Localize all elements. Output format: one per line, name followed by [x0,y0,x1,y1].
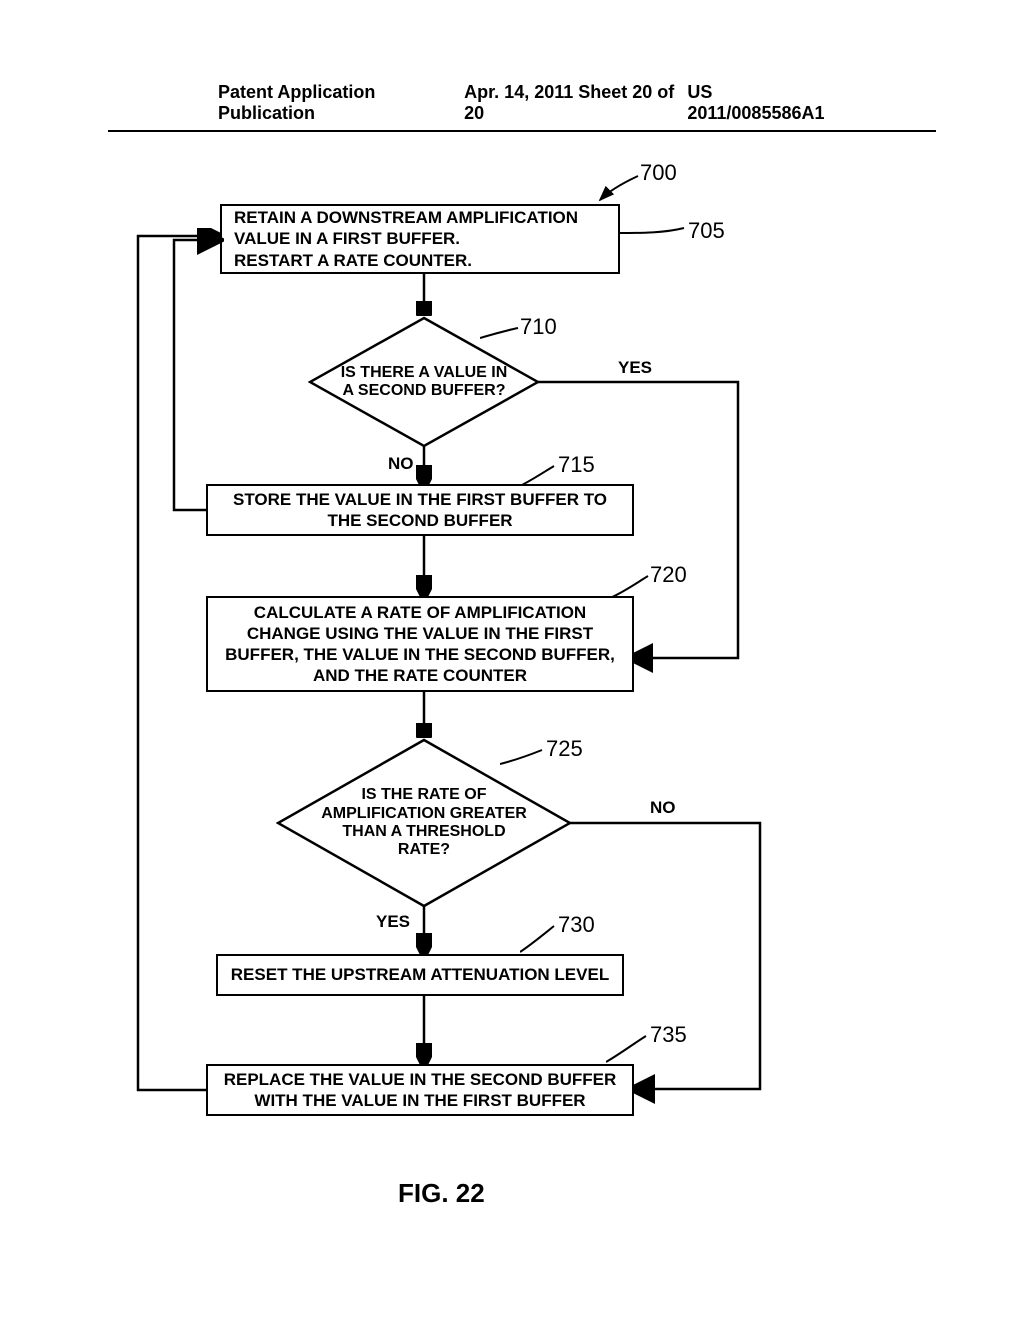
process-730-text: RESET THE UPSTREAM ATTENUATION LEVEL [231,964,609,985]
ref-705: 705 [688,218,725,244]
arrow-730-735 [416,996,432,1066]
leader-730 [520,924,556,954]
leader-705 [620,222,686,244]
process-705-text: RETAIN A DOWNSTREAM AMPLIFICATION VALUE … [234,207,606,271]
label-725-yes: YES [376,912,410,932]
leader-735 [606,1034,648,1064]
ref-725: 725 [546,736,583,762]
flowchart-canvas: 700 RETAIN A DOWNSTREAM AMPLIFICATION VA… [0,110,1024,1230]
process-715: STORE THE VALUE IN THE FIRST BUFFER TO T… [206,484,634,536]
ref-715: 715 [558,452,595,478]
arrow-710-715 [416,446,432,488]
leader-710 [480,324,520,342]
label-710-no: NO [388,454,414,474]
decision-725-text: IS THE RATE OF AMPLIFICATION GREATER THA… [318,786,530,860]
process-730: RESET THE UPSTREAM ATTENUATION LEVEL [216,954,624,996]
ref-700: 700 [640,160,677,186]
label-710-yes: YES [618,358,652,378]
leader-725 [500,748,544,768]
decision-710-text: IS THERE A VALUE IN A SECOND BUFFER? [338,364,510,401]
process-705: RETAIN A DOWNSTREAM AMPLIFICATION VALUE … [220,204,620,274]
process-720-text: CALCULATE A RATE OF AMPLIFICATION CHANGE… [220,602,620,687]
process-720: CALCULATE A RATE OF AMPLIFICATION CHANGE… [206,596,634,692]
arrow-735-705 [130,228,222,1104]
ref-720: 720 [650,562,687,588]
process-735-text: REPLACE THE VALUE IN THE SECOND BUFFER W… [220,1069,620,1112]
process-735: REPLACE THE VALUE IN THE SECOND BUFFER W… [206,1064,634,1116]
figure-label: FIG. 22 [398,1178,485,1209]
arrow-725-730 [416,906,432,956]
label-725-no: NO [650,798,676,818]
arrow-715-720 [416,536,432,598]
process-715-text: STORE THE VALUE IN THE FIRST BUFFER TO T… [220,489,620,532]
ref-735: 735 [650,1022,687,1048]
ref-730: 730 [558,912,595,938]
ref-710: 710 [520,314,557,340]
